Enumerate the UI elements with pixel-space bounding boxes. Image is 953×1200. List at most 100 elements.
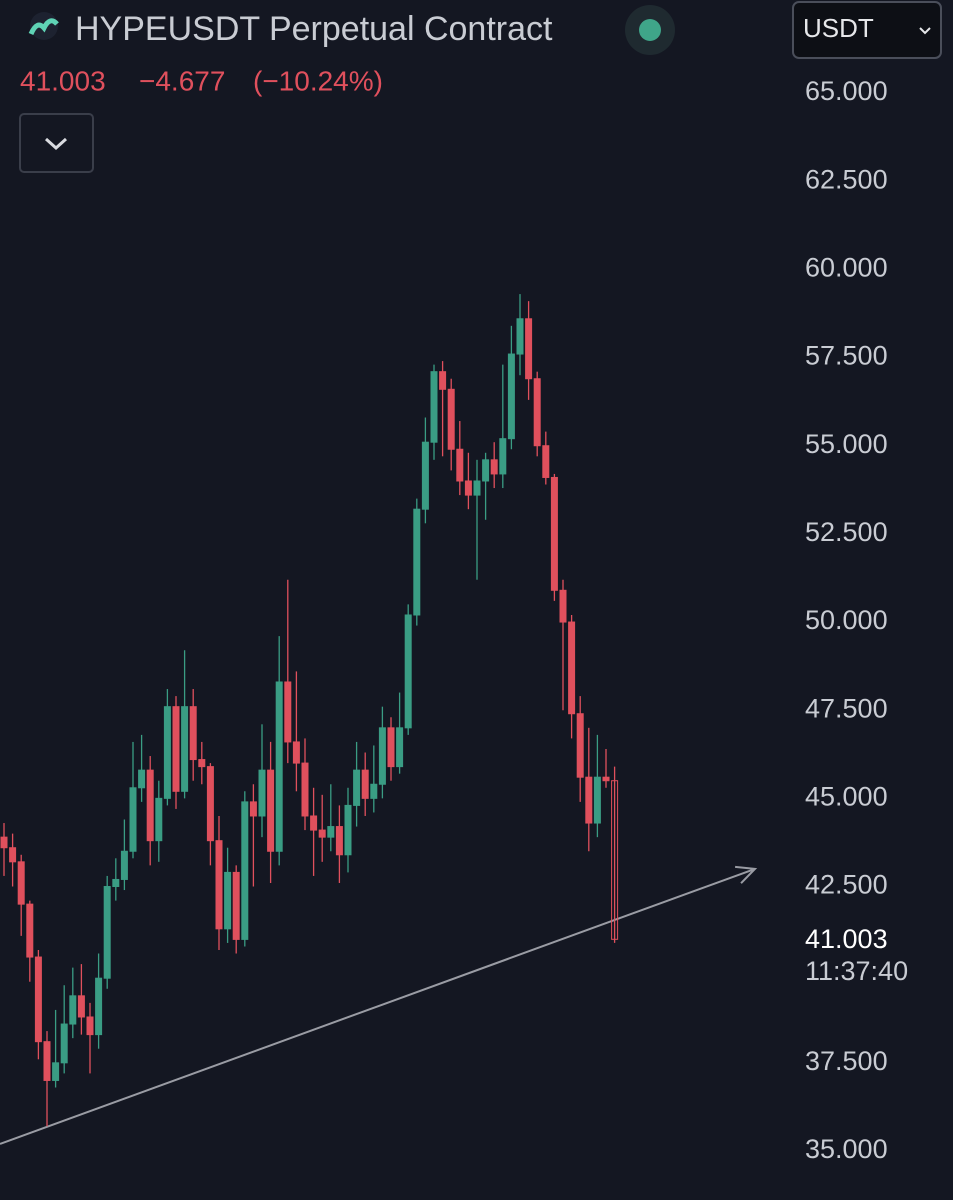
candle-body xyxy=(473,480,481,496)
candle-body xyxy=(77,995,85,1018)
candle-body xyxy=(516,318,524,355)
trend-arrow-head xyxy=(735,865,758,884)
candle-body xyxy=(318,829,326,838)
candle-body xyxy=(464,480,472,496)
candle-body xyxy=(344,804,352,856)
candle-body xyxy=(439,371,447,390)
y-tick-label: 55.000 xyxy=(805,429,888,459)
candle-body xyxy=(499,438,507,475)
candle-body xyxy=(413,508,421,616)
y-tick-label: 62.500 xyxy=(805,164,888,194)
candle-body xyxy=(284,681,292,743)
price-change: −4.677 xyxy=(139,65,225,96)
candle-body xyxy=(69,995,77,1025)
y-tick-label: 35.000 xyxy=(805,1134,888,1164)
candle-body xyxy=(602,776,610,782)
candle-body xyxy=(593,776,601,824)
candle-body xyxy=(447,388,455,450)
candle-body xyxy=(387,727,395,768)
y-tick-label: 45.000 xyxy=(805,781,888,811)
candle-body xyxy=(310,815,318,831)
candle-body xyxy=(120,850,128,880)
candle-body xyxy=(241,801,249,940)
y-tick-label: 57.500 xyxy=(805,341,888,371)
candle-body xyxy=(370,783,378,799)
candle-body xyxy=(189,706,197,761)
candle-body xyxy=(215,840,223,930)
y-tick-label: 50.000 xyxy=(805,605,888,635)
candle-body xyxy=(181,706,189,792)
candle-body xyxy=(26,903,34,958)
candle-body xyxy=(568,621,576,715)
y-tick-label: 47.500 xyxy=(805,693,888,723)
candle-body xyxy=(206,766,214,842)
candle-body xyxy=(482,459,490,482)
y-tick-label: 37.500 xyxy=(805,1046,888,1076)
candle-body xyxy=(172,706,180,792)
candle-body xyxy=(585,776,593,824)
candle-body xyxy=(95,977,103,1036)
candle-body xyxy=(138,769,146,789)
candle-body xyxy=(327,826,335,838)
candle-body xyxy=(224,871,232,930)
candle-body xyxy=(129,787,137,852)
candle-body xyxy=(490,459,498,475)
candle-body xyxy=(404,614,412,729)
candle-body xyxy=(43,1041,51,1081)
candle-body xyxy=(275,681,283,852)
candle-body xyxy=(456,448,464,482)
candle-body xyxy=(34,956,42,1043)
candle-body xyxy=(507,353,515,440)
candle-body xyxy=(542,445,550,478)
candle-body xyxy=(353,769,361,806)
candle-body xyxy=(103,886,111,979)
countdown: 11:37:40 xyxy=(805,956,908,986)
last-price: 41.003 xyxy=(20,65,106,96)
collapse-button[interactable] xyxy=(19,113,94,173)
candle-body xyxy=(550,476,558,591)
candle-body xyxy=(576,713,584,778)
candle-body xyxy=(267,769,275,852)
price-change-pct: (−10.24%) xyxy=(253,65,383,96)
plot-area xyxy=(0,294,758,1145)
candle-body xyxy=(559,589,567,623)
candle-body xyxy=(396,727,404,768)
status-dot xyxy=(639,19,661,41)
candle-body xyxy=(60,1023,68,1064)
candle-body xyxy=(17,861,25,905)
candle-body xyxy=(232,871,240,940)
candle-body xyxy=(198,759,206,768)
logo xyxy=(28,12,59,40)
candle-body xyxy=(361,769,369,799)
currency-select[interactable]: USDT xyxy=(792,1,942,59)
y-tick-label: 52.500 xyxy=(805,517,888,547)
candle-body xyxy=(378,727,386,785)
candle-body xyxy=(335,826,343,856)
candle-body xyxy=(249,801,257,817)
candle-body xyxy=(146,769,154,842)
candle-body xyxy=(301,762,309,817)
candle-body xyxy=(155,797,163,842)
candle-body xyxy=(292,741,300,764)
candle-body xyxy=(0,836,8,849)
last-price-label: 41.003 xyxy=(805,924,888,954)
candle-body xyxy=(112,878,120,888)
candle-body xyxy=(430,371,438,443)
trend-line xyxy=(0,867,756,1145)
y-tick-label: 42.500 xyxy=(805,870,888,900)
candle-body xyxy=(52,1062,60,1081)
candle-body xyxy=(525,318,533,380)
y-tick-label: 60.000 xyxy=(805,253,888,283)
candle-body xyxy=(9,847,17,863)
candle-body xyxy=(533,378,541,447)
candle-body xyxy=(86,1016,94,1036)
symbol-title: HYPEUSDT Perpetual Contract xyxy=(75,10,553,48)
candle-body xyxy=(258,769,266,817)
candle-body xyxy=(421,441,429,510)
y-tick-label: 65.000 xyxy=(805,76,888,106)
currency-label: USDT xyxy=(803,13,874,43)
candle-body xyxy=(611,780,619,940)
candle-body xyxy=(163,706,171,799)
